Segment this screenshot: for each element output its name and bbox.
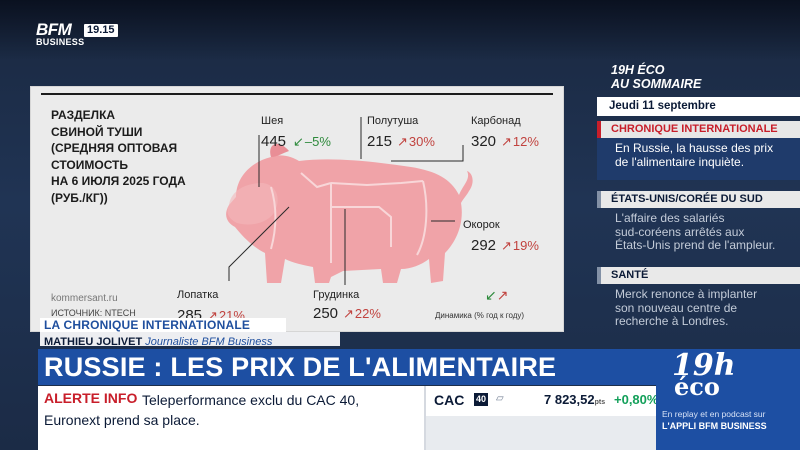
arrow-up-icon: ↗ [397,134,408,149]
cut-name-ham: Окорок [463,219,500,231]
alert-text: Teleperformance exclu du CAC 40, Euronex… [44,392,360,428]
cut-change-half-carcass: ↗30% [397,134,435,149]
arrow-up-icon: ↗ [501,238,512,253]
pig-body [226,155,473,283]
source-site: kommersant.ru [51,293,118,304]
clock-time: 19.15 [84,24,118,37]
index-change: +0,80% [614,392,659,407]
headline-banner: RUSSIE : LES PRIX DE L'ALIMENTAIRE S'ENV… [38,349,656,418]
cut-name-shoulder: Лопатка [177,289,219,301]
sidebar-header-line1: 19H ÉCO [611,63,665,77]
promo-logo-19h: 19h [672,348,736,383]
pig-ear [270,143,289,157]
alert-ticker: ALERTE INFO Teleperformance exclu du CAC… [38,386,424,450]
sidebar-header: 19H ÉCO AU SOMMAIRE [597,60,800,95]
cut-change-ham: ↗19% [501,238,539,253]
rundown-tag: ÉTATS-UNIS/CORÉE DU SUD [597,191,800,208]
cut-price-loin: 320 [471,133,497,150]
cut-name-brisket: Грудинка [313,289,360,301]
promo-logo-eco: éco [674,372,720,401]
logo-business: BUSINESS [36,37,85,47]
index-value: 7 823,52pts [544,392,606,407]
cut-price-ham: 292 [471,237,497,254]
alert-label: ALERTE INFO [44,390,138,406]
legend-down-arrow-icon: ↙ [485,287,497,303]
rundown-tag: CHRONIQUE INTERNATIONALE [597,121,800,138]
rundown-text: L'affaire des salariés sud-coréens arrêt… [615,211,776,252]
segment-label: LA CHRONIQUE INTERNATIONALE [40,318,286,332]
rundown-item-health: SANTÉ Merck renonce à implanter son nouv… [597,267,800,329]
arrow-up-icon: ↗ [207,308,218,323]
bfm-business-logo: BFM BUSINESS 19.15 [36,20,128,48]
legend-label: Динамика (% год к году) [435,311,525,320]
sidebar-header-line2: AU SOMMAIRE [611,77,702,91]
infographic-title: РАЗДЕЛКА СВИНОЙ ТУШИ (СРЕДНЯЯ ОПТОВАЯ СТ… [51,108,186,205]
cut-change-loin: ↗12% [501,134,539,149]
pig-head [227,183,278,225]
show-promo: 19h éco En replay et en podcast sur L'AP… [656,349,800,450]
cut-name-half-carcass: Полутуша [367,115,419,127]
cut-name-loin: Карбонад [471,115,521,127]
cut-price-brisket: 250 [313,305,339,322]
rundown-tag: SANTÉ [597,267,800,284]
rundown-item-international: CHRONIQUE INTERNATIONALE En Russie, la h… [597,121,800,180]
rundown-text: Merck renonce à implanter son nouveau ce… [615,287,758,328]
arrow-up-icon: ↗ [501,134,512,149]
rundown-item-usa-korea: ÉTATS-UNIS/CORÉE DU SUD L'affaire des sa… [597,191,800,253]
source-note: ИСТОЧНИК: NTECH [51,308,136,318]
logo-bfm: BFM [36,20,72,39]
ticker-background [424,416,656,450]
promo-line2: L'APPLI BFM BUSINESS [662,421,767,431]
author-name: MATHIEU JOLIVET [44,336,143,348]
legend-arrows: ↙↗ [485,287,508,304]
sidebar-date: Jeudi 11 septembre [597,97,800,116]
cut-price-half-carcass: 215 [367,133,393,150]
author-strip: MATHIEU JOLIVET Journaliste BFM Business [40,332,340,348]
index-badge: 40 [474,393,489,406]
arrow-up-icon: ↗ [343,306,354,321]
promo-line1: En replay et en podcast sur [662,409,766,419]
top-rule [41,93,553,95]
arrow-down-icon: ↙ [293,134,304,149]
market-ticker: CAC 40 ▱ 7 823,52pts +0,80% [424,386,659,416]
rundown-text: En Russie, la hausse des prix de l'alime… [597,138,800,180]
pork-cuts-infographic: РАЗДЕЛКА СВИНОЙ ТУШИ (СРЕДНЯЯ ОПТОВАЯ СТ… [30,86,564,332]
cut-change-brisket: ↗22% [343,306,381,321]
index-name: CAC [434,392,465,408]
rundown-sidebar: 19H ÉCO AU SOMMAIRE Jeudi 11 septembre C… [597,60,800,350]
pig-illustration [226,117,473,285]
cut-change-neck: ↙–5% [293,134,331,149]
cut-name-neck: Шея [261,115,284,127]
lock-icon: ▱ [496,393,504,404]
author-role: Journaliste BFM Business [145,336,273,348]
cut-price-neck: 445 [261,133,287,150]
legend-up-arrow-icon: ↗ [496,287,509,303]
